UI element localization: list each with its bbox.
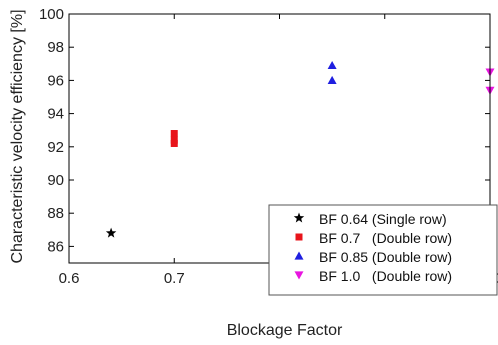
x-tick-label: 0.7 — [164, 270, 185, 287]
y-tick-label: 96 — [47, 72, 64, 89]
y-axis-label: Characteristic velocity efficiency [%] — [9, 9, 26, 263]
legend-marker — [294, 271, 304, 280]
legend-label: BF 1.0 (Double row) — [319, 268, 452, 284]
legend-marker — [295, 233, 303, 241]
y-tick-label: 90 — [47, 172, 64, 189]
y-tick-label: 92 — [47, 139, 64, 156]
legend-marker — [294, 251, 304, 260]
y-tick-label: 100 — [39, 6, 64, 23]
y-tick-label: 88 — [47, 205, 64, 222]
data-point — [170, 130, 178, 138]
data-point — [327, 60, 337, 70]
legend-label: BF 0.7 (Double row) — [319, 230, 452, 246]
data-point — [327, 75, 337, 84]
x-axis-label: Blockage Factor — [227, 322, 343, 339]
legend: BF 0.64 (Single row) BF 0.7 (Double row) B… — [268, 204, 498, 296]
legend-label: BF 0.85 (Double row) — [319, 249, 452, 265]
data-point — [105, 227, 117, 238]
y-axis-label-group: Characteristic velocity efficiency [%] — [9, 9, 26, 263]
data-point — [170, 139, 178, 147]
legend-label: BF 0.64 (Single row) — [319, 211, 447, 227]
x-tick-label: 0.6 — [59, 270, 80, 287]
legend-box — [268, 204, 498, 296]
y-tick-label: 86 — [47, 238, 64, 255]
legend-marker — [293, 212, 305, 223]
y-tick-label: 98 — [47, 39, 64, 56]
y-tick-label: 94 — [47, 106, 64, 123]
